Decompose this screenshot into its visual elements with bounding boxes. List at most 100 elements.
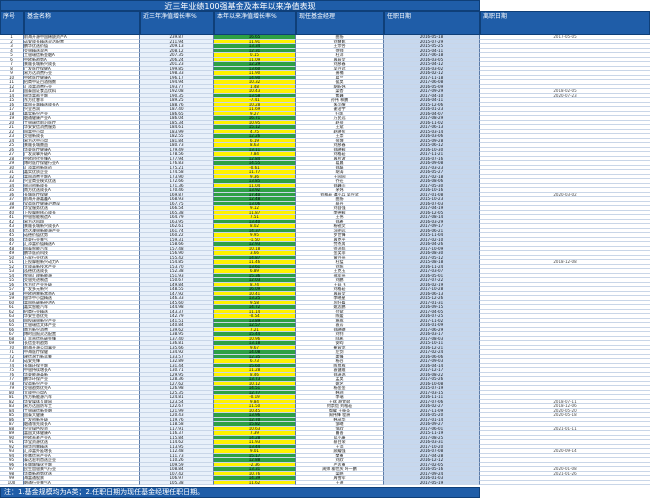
cell-no: 25 — [0, 143, 24, 148]
cell-no: 27 — [0, 152, 24, 157]
cell-ytd: 10.95 — [214, 120, 296, 125]
cell-no: 7 — [0, 62, 24, 67]
cell-name: 上投摩根新兴动力A — [24, 260, 140, 265]
cell-start: 2017-12-17 — [384, 368, 480, 373]
table-row: 53 泓德优选成长 152.38 6.89 王克玉 2017-03-07 — [0, 269, 650, 274]
cell-r3: 118.58 — [140, 422, 214, 427]
cell-no: 79 — [0, 386, 24, 391]
cell-start: 2017-04-19 — [384, 206, 480, 211]
cell-ytd: 13.73 — [214, 377, 296, 382]
cell-r3: 151.93 — [140, 273, 214, 278]
cell-ytd: 7.84 — [214, 152, 296, 157]
table-row: 42 易方达科翔 163.95 13.40 郑希 2016-03-29 — [0, 219, 650, 224]
cell-no: 38 — [0, 201, 24, 206]
cell-no: 72 — [0, 354, 24, 359]
cell-name: 诺德价值优势 — [24, 233, 140, 238]
cell-name: 景顺长城新兴成长 — [24, 62, 140, 67]
cell-r3: 110.26 — [140, 458, 214, 463]
cell-r3: 129.95 — [140, 372, 214, 377]
header-ytd: 本年以来净值增长率% — [214, 11, 296, 35]
table-row: 82 华安媒体互联网 123.54 9.84 王斌 胡宜斌 2017-07-06 2018-… — [0, 399, 650, 404]
cell-end — [480, 75, 650, 80]
cell-name: 鹏华优选价值 — [24, 44, 140, 49]
cell-no: 95 — [0, 458, 24, 463]
cell-ytd: 12.70 — [214, 417, 296, 422]
cell-no: 74 — [0, 363, 24, 368]
cell-name: 华宝服务优选 — [24, 206, 140, 211]
cell-ytd: 14.51 — [214, 386, 296, 391]
cell-no: 91 — [0, 440, 24, 445]
table-row: 96 长盛城镇化主题 109.59 -2.36 严志勇 2017-02-05 — [0, 462, 650, 467]
cell-r3: 149.84 — [140, 282, 214, 287]
cell-name: 融通行业景气A — [24, 480, 140, 485]
cell-ytd: -0.54 — [214, 314, 296, 319]
cell-manager: 施成 — [296, 318, 384, 323]
cell-name: 建信潜力新蓝筹 — [24, 354, 140, 359]
table-row: 1 前海开源中国稀缺资产A 239.87 16.65 曲扬 2016-05-18 2017-… — [0, 35, 650, 40]
cell-ytd: 10.96 — [214, 336, 296, 341]
cell-ytd: -1.50 — [214, 237, 296, 242]
cell-manager: 何崇恺 刘格菘 — [296, 404, 384, 409]
cell-ytd: 13.96 — [214, 413, 296, 418]
cell-end — [480, 183, 650, 188]
cell-ytd: 13.89 — [214, 318, 296, 323]
cell-name: 华夏行业景气 — [24, 237, 140, 242]
cell-end — [480, 165, 650, 170]
cell-name: 泰达宏利首选企业 — [24, 458, 140, 463]
table-row: 12 汇添富消费行业 193.77 1.48 胡昕炜 2016-05-09 — [0, 84, 650, 89]
cell-start: 2016-07-08 — [384, 449, 480, 454]
table-row: 74 长城环保主题 131.44 15.60 陈良栋 2016-04-14 — [0, 363, 650, 368]
table-row: 7 景顺长城新兴成长 201.23 12.29 刘彦春 2015-04-12 — [0, 62, 650, 67]
table-row: 34 银河创新成长 171.36 11.04 郑巍山 2017-05-30 — [0, 183, 650, 188]
cell-ytd: 12.48 — [214, 197, 296, 202]
cell-manager: 刘旭 — [296, 264, 384, 269]
cell-name: 万家行业优选 — [24, 255, 140, 260]
cell-name: 广发多元新兴 — [24, 287, 140, 292]
cell-end — [480, 228, 650, 233]
cell-end — [480, 287, 650, 292]
cell-start: 2016-08-06 — [384, 179, 480, 184]
cell-start: 2015-11-19 — [384, 431, 480, 436]
cell-name: 华安生态优先 — [24, 314, 140, 319]
cell-r3: 208.12 — [140, 48, 214, 53]
cell-no: 40 — [0, 210, 24, 215]
cell-name: 信达澳银新能源产业 — [24, 228, 140, 233]
cell-r3: 148.55 — [140, 287, 214, 292]
cell-start: 2017-08-29 — [384, 116, 480, 121]
cell-name: 景顺长城新兴成长A — [24, 224, 140, 229]
cell-no: 52 — [0, 264, 24, 269]
table-row: 23 交银新成长 182.55 12.26 王崇 2016-03-06 — [0, 134, 650, 139]
cell-start: 2017-08-25 — [384, 435, 480, 440]
cell-name: 交银新成长 — [24, 134, 140, 139]
cell-ytd: 13.92 — [214, 188, 296, 193]
cell-r3: 201.23 — [140, 62, 214, 67]
cell-name: 海富通股票 — [24, 476, 140, 481]
cell-no: 59 — [0, 296, 24, 301]
cell-no: 29 — [0, 161, 24, 166]
cell-end — [480, 323, 650, 328]
cell-manager: 谢治宇 — [296, 107, 384, 112]
cell-no: 6 — [0, 57, 24, 62]
cell-manager: 梁杏 — [296, 89, 384, 94]
cell-start: 2017-11-21 — [384, 152, 480, 157]
cell-manager: 王宗合 — [296, 44, 384, 49]
cell-end — [480, 255, 650, 260]
table-row: 79 交银趋势优先A 126.98 14.51 杨金金 2015-07-19 — [0, 386, 650, 391]
cell-end — [480, 314, 650, 319]
cell-ytd: 15.44 — [214, 332, 296, 337]
cell-end — [480, 134, 650, 139]
table-row: 90 中欧养老产业A 115.84 14.28 蓝小康 2017-08-25 — [0, 435, 650, 440]
cell-r3: 186.65 — [140, 111, 214, 116]
cell-r3: 161.74 — [140, 228, 214, 233]
cell-start: 2017-09-17 — [384, 224, 480, 229]
cell-end — [480, 57, 650, 62]
cell-no: 39 — [0, 206, 24, 211]
table-row: 84 工银瑞信新金融 121.99 10.45 鄢耀 王筱苓 2017-11-09 2020… — [0, 408, 650, 413]
cell-name: 宝盈新兴产业 — [24, 381, 140, 386]
cell-start: 2016-04-26 — [384, 242, 480, 247]
cell-end — [480, 444, 650, 449]
cell-end — [480, 368, 650, 373]
cell-manager: 金笑非 — [296, 251, 384, 256]
cell-r3: 167.75 — [140, 201, 214, 206]
